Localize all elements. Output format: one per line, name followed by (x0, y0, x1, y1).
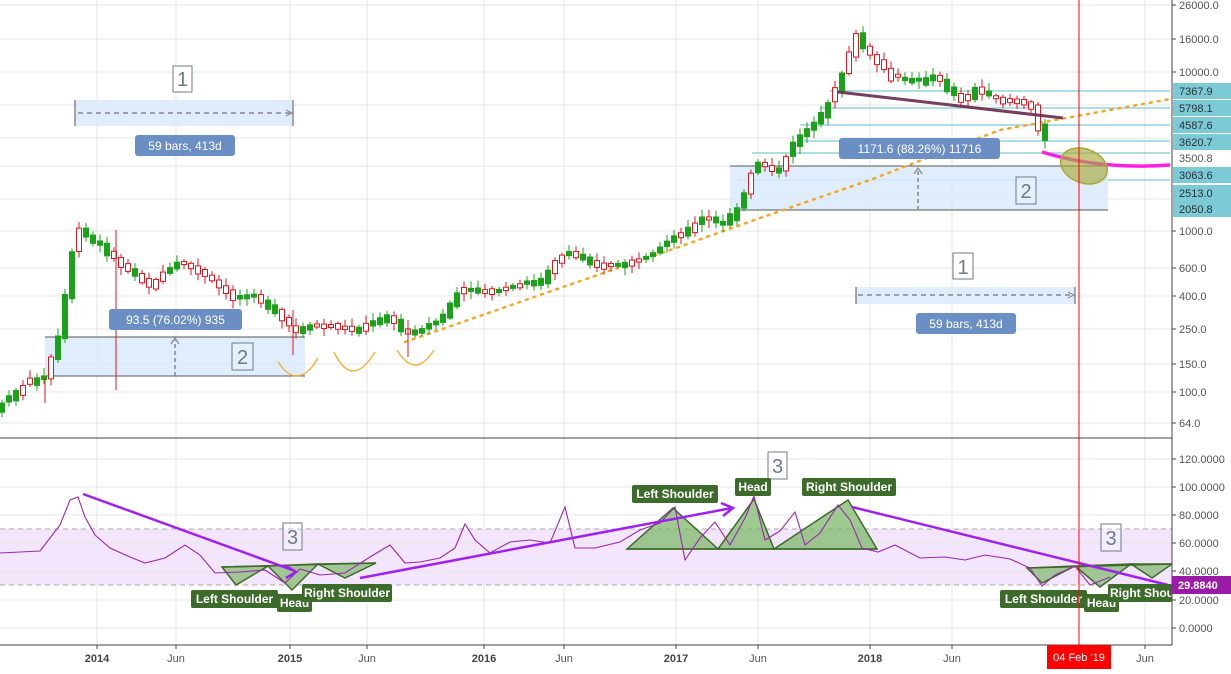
marker-box-1-left[interactable]: 1 (172, 65, 193, 93)
price-level-tag: 2513.0 (1179, 188, 1213, 200)
marker-label: 2 (237, 347, 248, 369)
time-tick-label: Jun (358, 653, 376, 665)
price-tick-label: 250.0 (1179, 324, 1207, 336)
rsi-tick-label: 120.0000 (1179, 454, 1225, 466)
price-tick-label: 100.0 (1179, 387, 1207, 399)
neckline-trendline[interactable] (837, 90, 1064, 120)
date-range-right[interactable] (855, 287, 1076, 304)
svg-text:1171.6 (88.26%) 11716: 1171.6 (88.26%) 11716 (858, 142, 982, 156)
price-level-tag: 5798.1 (1179, 103, 1213, 115)
time-tick-label: Jun (167, 653, 185, 665)
marker-box-3-mid[interactable]: 3 (767, 451, 788, 480)
price-tick-label: 400.0 (1179, 291, 1207, 303)
time-tick-label: 2016 (472, 653, 496, 665)
svg-text:Left Shoulder: Left Shoulder (1005, 592, 1083, 606)
price-tick-label: 1000.0 (1179, 226, 1213, 238)
price-tick-label: 600.0 (1179, 263, 1207, 275)
time-tick-label: 2018 (858, 653, 882, 665)
svg-text:3: 3 (1105, 528, 1116, 550)
hs1-labels: Left Shoulder Heau Right Shoulder (191, 584, 392, 612)
time-tick-label: Jun (749, 653, 767, 665)
time-tick-label: Jun (555, 653, 573, 665)
marker-box-3-left[interactable]: 3 (282, 522, 303, 551)
hs2-labels: Left Shoulder Head Right Shoulder (632, 478, 896, 503)
rsi-tick-label: 0.0000 (1179, 623, 1213, 635)
price-level-tag: 3063.6 (1179, 170, 1213, 182)
rsi-tick-label: 20.0000 (1179, 595, 1219, 607)
marker-box-1-right[interactable]: 1 (952, 252, 974, 280)
rsi-tick-label: 60.0000 (1179, 538, 1219, 550)
svg-text:59 bars, 413d: 59 bars, 413d (148, 139, 221, 153)
date-range-badge-left: 59 bars, 413d (135, 135, 235, 156)
time-tick-label: 2015 (278, 653, 302, 665)
marker-box-3-right[interactable]: 3 (1100, 523, 1122, 552)
target-ellipse[interactable] (1056, 142, 1113, 190)
price-range-right[interactable] (730, 165, 1108, 211)
rsi-line[interactable] (0, 494, 1111, 587)
rsi-tick-label: 100.0000 (1179, 482, 1225, 494)
marker-label: 1 (957, 257, 968, 279)
rsi-current-value: 29.8840 (1178, 580, 1218, 592)
time-axis[interactable]: 2014 Jun 2015 Jun 2016 Jun 2017 Jun 2018 Jun Jun 04… (0, 644, 1172, 669)
price-tick-label: 150.0 (1179, 359, 1207, 371)
rsi-tick-label: 80.0000 (1179, 510, 1219, 522)
date-range-badge-right: 59 bars, 413d (916, 313, 1016, 334)
marker-box-2-left[interactable]: 2 (231, 342, 254, 371)
candlestick-series[interactable] (0, 26, 1048, 417)
price-tick-label: 64.0 (1179, 418, 1200, 430)
price-range-left[interactable] (45, 336, 305, 377)
hs3-labels: Left Shoulder Heau Right Shou (1000, 584, 1174, 612)
price-range-badge-right: 1171.6 (88.26%) 11716 (839, 138, 1000, 159)
svg-text:93.5 (76.02%) 935: 93.5 (76.02%) 935 (126, 313, 225, 327)
date-range-left[interactable] (74, 100, 294, 126)
marker-label: 2 (1020, 181, 1031, 203)
price-tick-label: 16000.0 (1179, 34, 1219, 46)
svg-text:Right Shoulder: Right Shoulder (304, 586, 390, 600)
svg-text:Left Shoulder: Left Shoulder (636, 487, 714, 501)
svg-text:Left Shoulder: Left Shoulder (196, 592, 274, 606)
svg-text:Right Shoulder: Right Shoulder (806, 480, 892, 494)
time-tick-label: 2014 (85, 653, 110, 665)
price-tick-label: 10000.0 (1179, 67, 1219, 79)
svg-text:3: 3 (287, 527, 298, 549)
time-tick-label: Jun (1136, 653, 1154, 665)
svg-text:Right Shou: Right Shou (1110, 586, 1174, 600)
marker-label: 1 (177, 69, 188, 91)
cursor-date-label: 04 Feb '19 (1053, 652, 1105, 664)
price-axis[interactable]: 26000.0 16000.0 10000.0 1000.0 600.0 400.0 250… (1171, 0, 1231, 645)
svg-text:3: 3 (772, 456, 783, 478)
svg-text:59 bars, 413d: 59 bars, 413d (929, 317, 1002, 331)
price-level-tag: 7367.9 (1179, 86, 1213, 98)
price-range-badge-left: 93.5 (76.02%) 935 (109, 309, 242, 330)
price-level-tag: 4587.6 (1179, 120, 1213, 132)
price-level-tag: 2050.8 (1179, 204, 1213, 216)
rsi-pane[interactable]: 3 3 3 Left Shoulder Heau Right Shoulder … (0, 451, 1175, 629)
rsi-trendlines[interactable] (82, 492, 1169, 587)
marker-box-2-right[interactable]: 2 (1015, 176, 1037, 205)
price-level-tag: 3500.8 (1179, 153, 1213, 165)
time-tick-label: Jun (943, 653, 961, 665)
price-level-tag: 3620.7 (1179, 137, 1213, 149)
orange-arcs[interactable] (277, 349, 435, 377)
rsi-tick-label: 40.0000 (1179, 566, 1219, 578)
time-tick-label: 2017 (664, 653, 688, 665)
price-tick-label: 26000.0 (1179, 0, 1219, 12)
svg-text:Heau: Heau (280, 596, 309, 610)
svg-text:Head: Head (738, 480, 767, 494)
dotted-trendline[interactable] (403, 86, 1231, 344)
